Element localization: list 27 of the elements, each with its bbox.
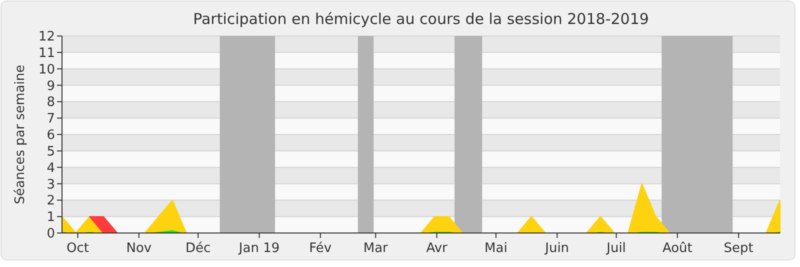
y-tick-label: 10 <box>38 62 55 78</box>
x-tick-label: Déc <box>186 241 211 256</box>
x-tick-label: Sept <box>724 241 754 256</box>
y-tick-label: 9 <box>46 78 55 94</box>
y-tick-label: 0 <box>46 226 55 242</box>
x-tick-label: Jan 19 <box>238 241 280 256</box>
x-tick-label: Août <box>662 241 692 256</box>
y-tick-label: 11 <box>38 46 55 61</box>
x-tick-label: Mai <box>484 241 508 256</box>
x-tick-label: Nov <box>126 241 152 256</box>
y-tick-label: 4 <box>46 160 55 176</box>
y-axis-title: Séances par semaine <box>13 64 28 204</box>
x-tick-label: Juil <box>606 241 626 256</box>
y-tick-label: 3 <box>46 177 55 192</box>
y-tick-label: 6 <box>46 128 55 144</box>
y-tick-label: 1 <box>46 210 55 226</box>
y-tick-label: 7 <box>46 112 55 127</box>
x-tick-label: Fév <box>309 241 332 256</box>
x-tick-label: Avr <box>426 241 448 256</box>
y-tick-label: 12 <box>38 30 55 45</box>
x-tick-label: Oct <box>66 241 90 256</box>
y-tick-label: 5 <box>46 144 55 160</box>
x-tick-label: Mar <box>363 241 389 256</box>
chart-title: Participation en hémicycle au cours de la session 2018-2019 <box>193 10 649 28</box>
y-tick-label: 2 <box>46 194 55 209</box>
y-tick-label: 8 <box>46 95 55 110</box>
x-tick-label: Juin <box>544 241 570 256</box>
